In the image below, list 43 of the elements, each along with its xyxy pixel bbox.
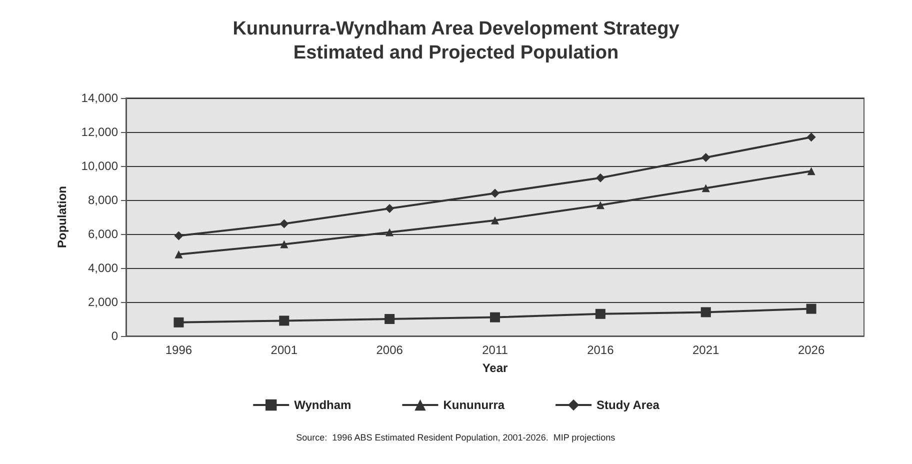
x-tick-label: 2021 bbox=[692, 343, 720, 357]
point bbox=[384, 314, 395, 324]
point bbox=[385, 204, 394, 213]
legend-label: Study Area bbox=[596, 398, 660, 412]
y-tick-label: 14,000 bbox=[81, 91, 118, 105]
point bbox=[701, 153, 710, 162]
y-tick-label: 8,000 bbox=[88, 193, 118, 207]
point bbox=[595, 308, 606, 319]
y-tick-label: 6,000 bbox=[88, 227, 118, 241]
point bbox=[174, 317, 184, 328]
y-tick-label: 10,000 bbox=[81, 159, 118, 173]
point bbox=[491, 216, 499, 224]
source-note: Source: 1996 ABS Estimated Resident Population, 2001-2026. MIP projections bbox=[296, 432, 616, 442]
point bbox=[596, 173, 605, 182]
y-tick-label: 2,000 bbox=[88, 295, 118, 309]
point bbox=[174, 250, 183, 258]
x-axis-title: Year bbox=[482, 361, 508, 375]
legend-label: Kununurra bbox=[443, 398, 505, 412]
point bbox=[280, 219, 289, 228]
y-tick-label: 12,000 bbox=[81, 125, 118, 139]
x-tick-label: 1996 bbox=[165, 343, 192, 357]
legend-label: Wyndham bbox=[294, 398, 352, 412]
x-tick-label: 2001 bbox=[270, 343, 298, 357]
point bbox=[490, 188, 500, 198]
point bbox=[596, 201, 604, 210]
point bbox=[279, 316, 290, 326]
chart-title: Kununurra-Wyndham Area Development Strategy Estimated and Projected Population bbox=[232, 18, 680, 64]
point bbox=[807, 167, 816, 176]
point bbox=[386, 228, 394, 236]
x-tick-label: 2011 bbox=[482, 343, 508, 357]
x-tick-label: 2006 bbox=[376, 343, 404, 357]
point bbox=[702, 184, 710, 192]
y-axis-title: Population bbox=[55, 186, 69, 248]
y-tick-label: 4,000 bbox=[88, 261, 118, 275]
point bbox=[806, 304, 816, 314]
point bbox=[280, 240, 288, 248]
point bbox=[490, 312, 500, 322]
y-tick-label: 0 bbox=[111, 329, 118, 343]
point bbox=[806, 132, 816, 142]
point bbox=[700, 307, 711, 318]
x-tick-label: 2026 bbox=[798, 343, 825, 357]
point bbox=[174, 231, 184, 240]
x-tick-label: 2016 bbox=[587, 343, 614, 357]
